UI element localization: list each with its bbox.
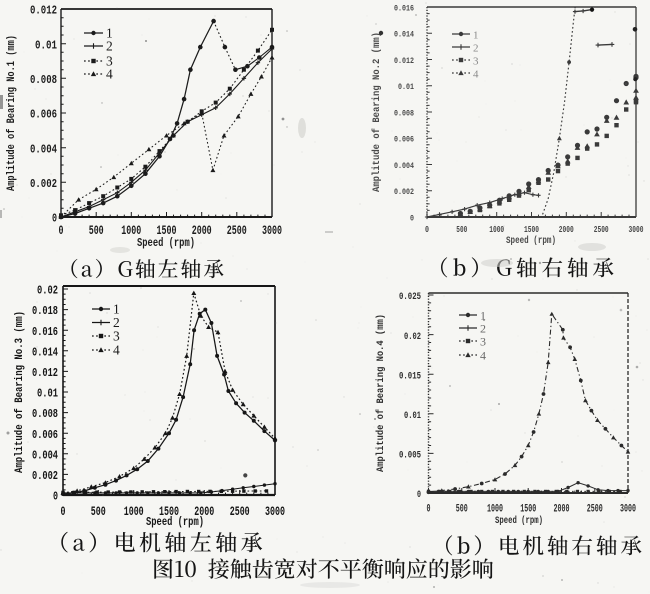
svg-text:4: 4	[113, 343, 120, 358]
svg-text:Speed (rpm): Speed (rpm)	[506, 235, 556, 247]
svg-text:1: 1	[113, 302, 120, 317]
svg-text:3: 3	[113, 329, 120, 344]
svg-text:2: 2	[106, 39, 113, 54]
svg-text:Amplitude of Bearing No.3 (mm): Amplitude of Bearing No.3 (mm)	[14, 311, 26, 473]
svg-text:0.002: 0.002	[30, 178, 57, 191]
svg-text:Speed (rpm): Speed (rpm)	[137, 236, 195, 250]
svg-text:4: 4	[480, 349, 486, 363]
svg-text:0.014: 0.014	[394, 30, 414, 40]
svg-text:0.004: 0.004	[32, 449, 58, 462]
svg-text:0.01: 0.01	[398, 82, 414, 92]
svg-text:3000: 3000	[265, 505, 285, 519]
svg-text:0.025: 0.025	[399, 291, 421, 303]
svg-text:0.006: 0.006	[30, 109, 57, 122]
svg-text:0.008: 0.008	[394, 108, 414, 118]
svg-text:0.008: 0.008	[30, 74, 57, 87]
svg-text:2000: 2000	[194, 505, 214, 519]
svg-text:2500: 2500	[227, 224, 247, 238]
svg-text:0.008: 0.008	[32, 408, 58, 421]
svg-text:3000: 3000	[262, 224, 282, 238]
svg-text:0.016: 0.016	[32, 326, 58, 339]
svg-text:0: 0	[53, 491, 58, 504]
svg-text:Amplitude of Bearing No.2 (mm): Amplitude of Bearing No.2 (mm)	[371, 32, 383, 192]
svg-text:500: 500	[456, 224, 467, 235]
svg-text:0: 0	[417, 489, 421, 501]
svg-text:0.004: 0.004	[30, 143, 57, 156]
svg-text:0.006: 0.006	[32, 429, 58, 442]
svg-text:3: 3	[480, 335, 486, 349]
svg-text:0.012: 0.012	[32, 367, 58, 380]
svg-text:500: 500	[91, 505, 106, 519]
svg-text:3000: 3000	[620, 504, 636, 516]
svg-text:2500: 2500	[230, 505, 250, 519]
svg-text:500: 500	[456, 504, 468, 516]
svg-text:2: 2	[480, 322, 486, 336]
svg-text:1000: 1000	[489, 224, 504, 235]
svg-text:0.01: 0.01	[404, 410, 421, 422]
svg-text:3000: 3000	[629, 224, 644, 235]
svg-text:0: 0	[59, 224, 64, 238]
svg-text:1: 1	[473, 30, 479, 42]
svg-text:1000: 1000	[121, 224, 141, 238]
svg-text:0.002: 0.002	[32, 470, 58, 483]
svg-text:0.012: 0.012	[394, 56, 414, 66]
svg-text:1500: 1500	[159, 505, 179, 519]
svg-text:2500: 2500	[594, 224, 609, 235]
svg-text:2: 2	[113, 315, 120, 330]
svg-text:0: 0	[410, 213, 414, 223]
svg-text:1: 1	[480, 309, 486, 323]
svg-text:1500: 1500	[524, 224, 539, 235]
svg-text:0.02: 0.02	[37, 285, 58, 298]
svg-text:4: 4	[473, 69, 479, 81]
svg-text:0: 0	[425, 224, 429, 235]
svg-text:0.004: 0.004	[394, 161, 414, 171]
svg-text:Speed (rpm): Speed (rpm)	[146, 515, 204, 529]
svg-text:2000: 2000	[192, 224, 212, 238]
svg-text:0: 0	[52, 213, 57, 226]
svg-text:0.006: 0.006	[394, 135, 414, 145]
svg-text:2: 2	[473, 43, 479, 55]
svg-text:0.01: 0.01	[35, 39, 57, 52]
svg-text:0.02: 0.02	[404, 331, 421, 343]
svg-text:0.005: 0.005	[399, 450, 421, 462]
svg-text:Amplitude of Bearing No.1 (mm): Amplitude of Bearing No.1 (mm)	[6, 35, 18, 191]
svg-text:0.002: 0.002	[394, 187, 414, 197]
svg-text:0.018: 0.018	[32, 305, 58, 318]
svg-text:1000: 1000	[487, 504, 503, 516]
svg-text:4: 4	[106, 67, 113, 82]
svg-text:3: 3	[473, 56, 479, 68]
svg-text:Amplitude of Bearing No.4 (mm): Amplitude of Bearing No.4 (mm)	[375, 314, 387, 472]
svg-text:0.012: 0.012	[30, 5, 57, 18]
svg-text:0.01: 0.01	[37, 388, 58, 401]
svg-text:0.016: 0.016	[394, 3, 414, 13]
svg-text:0.015: 0.015	[399, 370, 421, 382]
svg-text:1500: 1500	[157, 224, 177, 238]
svg-text:0.014: 0.014	[32, 346, 58, 359]
svg-text:3: 3	[106, 54, 113, 69]
svg-text:1000: 1000	[124, 505, 144, 519]
svg-text:2000: 2000	[554, 504, 570, 516]
svg-text:Speed (rpm): Speed (rpm)	[495, 515, 543, 527]
svg-text:500: 500	[89, 224, 104, 238]
svg-text:1: 1	[106, 26, 113, 41]
svg-text:1500: 1500	[520, 504, 536, 516]
svg-text:0: 0	[427, 504, 431, 516]
svg-text:0: 0	[61, 505, 66, 519]
svg-text:2000: 2000	[559, 224, 574, 235]
svg-text:2500: 2500	[587, 504, 603, 516]
